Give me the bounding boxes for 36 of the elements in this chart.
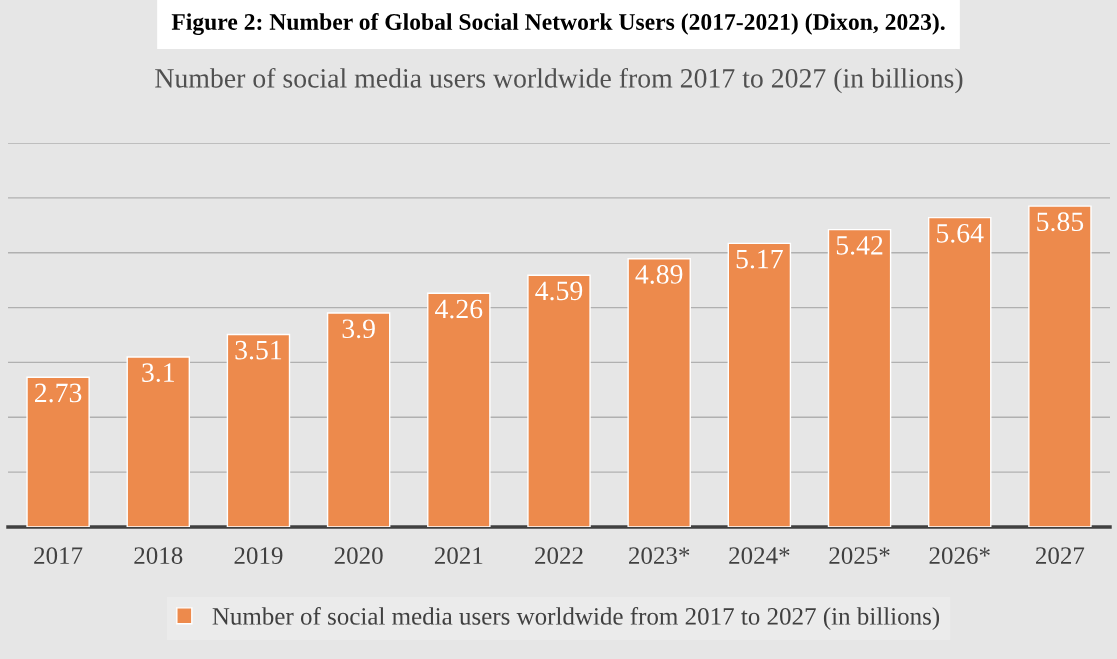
x-tick-label: 2020 <box>334 547 383 565</box>
bar <box>527 274 591 527</box>
x-tick-label: 2017 <box>34 547 83 565</box>
data-label: 5.64 <box>937 223 984 243</box>
data-label: 5.85 <box>1037 212 1084 232</box>
data-label: 2.73 <box>35 383 82 403</box>
data-label: 3.51 <box>235 340 282 360</box>
x-tick-label: 2025* <box>829 547 890 565</box>
data-label: 4.26 <box>435 299 483 319</box>
x-tick-label: 2024* <box>729 547 790 565</box>
x-tick-label: 2023* <box>629 547 690 565</box>
bar <box>827 228 892 527</box>
data-label: 3.9 <box>342 319 375 339</box>
data-label: 4.59 <box>535 281 583 301</box>
bar <box>627 258 691 527</box>
bar <box>427 292 491 527</box>
data-label: 4.89 <box>635 265 683 284</box>
bar <box>326 312 391 527</box>
data-label: 3.1 <box>142 363 174 383</box>
bar <box>927 216 992 527</box>
x-tick-label: 2022 <box>535 547 583 565</box>
bar <box>1028 205 1092 527</box>
bar <box>26 376 90 527</box>
x-tick-label: 2026* <box>929 547 990 565</box>
data-label: 5.42 <box>836 236 883 255</box>
x-tick-label: 2019 <box>234 547 283 565</box>
bar <box>727 242 792 527</box>
caption: Figure 2: Number of Global Social Network Users (2017-2021) (Dixon, 2023). <box>171 13 945 35</box>
data-label: 5.17 <box>736 249 783 269</box>
x-tick-label: 2027 <box>1036 547 1085 565</box>
chart-title: Number of social media users worldwide from 2017 to 2027 (in billions) <box>155 67 963 94</box>
legend-label: Number of social media users worldwide from 2017 to 2027 (in billions) <box>212 606 940 630</box>
x-tick-label: 2021 <box>434 547 483 565</box>
x-tick-label: 2018 <box>134 547 183 565</box>
bar <box>126 356 191 527</box>
bar <box>226 333 291 527</box>
